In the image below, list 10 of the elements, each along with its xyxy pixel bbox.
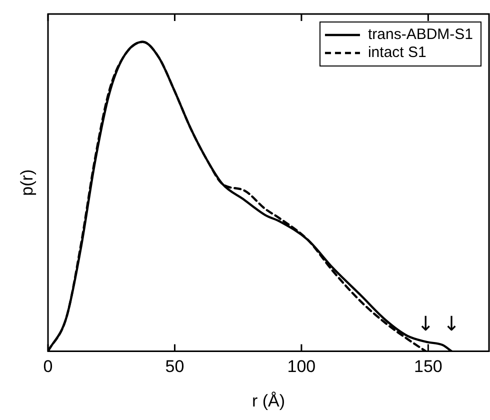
y-axis-title: p(r) — [18, 169, 37, 196]
x-tick-label: 50 — [165, 357, 184, 376]
annotation: ↓ — [417, 311, 434, 336]
x-axis-title: r (Å) — [252, 391, 286, 410]
x-tick-label: 100 — [287, 357, 316, 376]
legend-label: trans-ABDM-S1 — [368, 26, 474, 44]
x-tick-label: 150 — [414, 357, 442, 376]
annotation: ↓ — [443, 311, 460, 336]
x-tick-label: 0 — [43, 357, 53, 376]
legend-label: intact S1 — [368, 44, 426, 62]
